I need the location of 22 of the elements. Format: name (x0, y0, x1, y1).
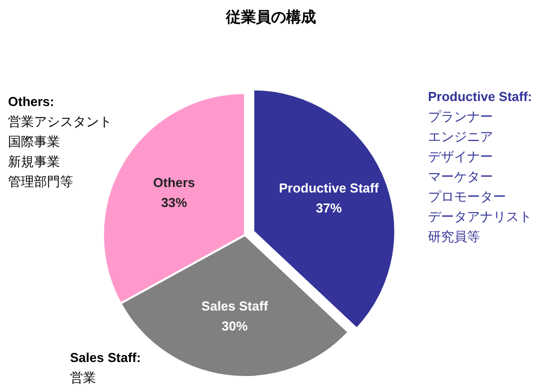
text: 営業 (70, 370, 96, 385)
text: プロモーター (428, 189, 506, 204)
text: Sales Staff: (70, 350, 141, 365)
data-label: 37% (316, 200, 342, 216)
text: 営業アシスタント (8, 114, 112, 129)
slice-label: Productive Staff (279, 180, 380, 196)
slice-label: Others (153, 175, 196, 190)
data-label: 30% (222, 318, 248, 334)
text: 国際事業 (8, 134, 60, 149)
text: 新規事業 (8, 154, 60, 169)
text: Productive Staff: (428, 89, 532, 104)
text: プランナー (428, 109, 493, 124)
text: マーケター (428, 169, 493, 184)
data-label: 33% (161, 195, 188, 210)
text: データアナリスト (428, 209, 532, 224)
text: エンジニア (428, 129, 493, 144)
text: デザイナー (428, 149, 493, 164)
chart-title: 従業員の構成 (225, 9, 316, 26)
slice-label: Sales Staff (201, 298, 269, 314)
text: 研究員等 (428, 229, 480, 244)
text: 管理部門等 (8, 174, 73, 189)
text: Others: (8, 94, 54, 109)
